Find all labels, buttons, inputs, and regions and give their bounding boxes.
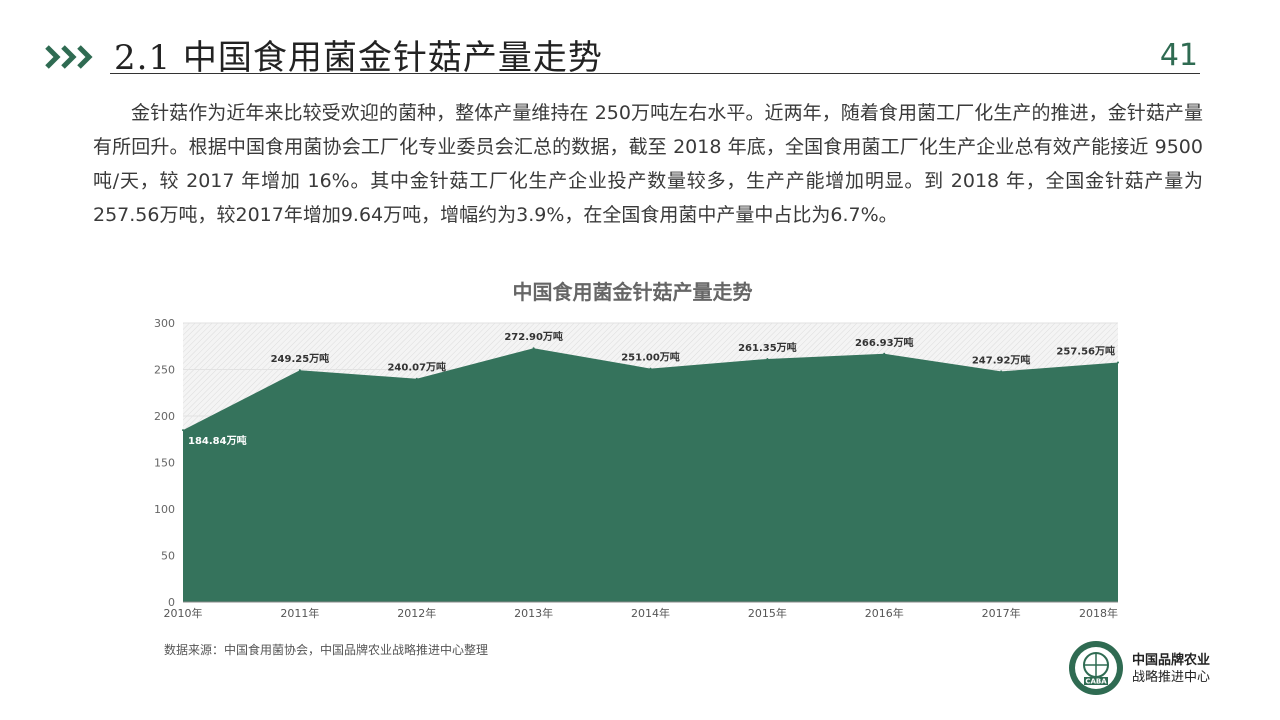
data-label: 257.56万吨 [1056,344,1115,357]
x-tick-label: 2017年 [982,606,1021,620]
page-title: 2.1 中国食用菌金针菇产量走势 [114,38,603,78]
y-tick-label: 0 [168,596,175,609]
data-label: 240.07万吨 [387,361,446,374]
data-label: 272.90万吨 [504,330,563,343]
data-label: 249.25万吨 [271,352,330,365]
x-tick-label: 2010年 [164,606,203,620]
data-point [1000,370,1003,373]
data-point [1117,361,1119,364]
y-tick-label: 300 [154,317,175,330]
x-tick-label: 2011年 [280,606,319,620]
logo-text: 中国品牌农业 战略推进中心 [1132,652,1210,686]
logo-line-2: 战略推进中心 [1132,670,1211,685]
y-tick-label: 250 [154,364,175,377]
data-label: 261.35万吨 [738,341,797,354]
data-point [415,377,418,380]
caba-seal-logo: CABA [1069,641,1123,695]
x-tick-label: 2014年 [631,606,670,620]
title-divider [110,73,1200,74]
data-point [883,352,886,355]
series-area [183,348,1118,602]
x-tick-label: 2013年 [514,606,553,620]
data-label: 266.93万吨 [855,336,914,349]
svg-text:CABA: CABA [1085,678,1107,686]
chevrons-icon [45,45,93,69]
y-tick-label: 200 [154,410,175,423]
data-point [182,429,184,432]
logo-line-1: 中国品牌农业 [1132,653,1211,668]
body-paragraph: 金针菇作为近年来比较受欢迎的菌种，整体产量维持在 250万吨左右水平。近两年，随… [93,102,1203,226]
x-tick-label: 2015年 [748,606,787,620]
data-label: 251.00万吨 [621,351,680,364]
y-tick-label: 50 [161,550,175,563]
data-point [766,357,769,360]
x-tick-label: 2018年 [1079,606,1118,620]
chart-title: 中国食用菌金针菇产量走势 [512,280,753,304]
data-point [298,369,301,372]
data-label: 184.84万吨 [188,434,247,447]
data-label: 247.92万吨 [972,353,1031,366]
data-point [649,367,652,370]
data-point [532,347,535,350]
production-area-chart: 184.84万吨 249.25万吨 240.07万吨 272.90万吨 251.00万吨… [154,317,1119,620]
y-tick-label: 100 [154,503,175,516]
y-tick-label: 150 [154,457,175,470]
x-tick-label: 2016年 [865,606,904,620]
data-source-note: 数据来源：中国食用菌协会，中国品牌农业战略推进中心整理 [164,643,489,657]
body-text: 金针菇作为近年来比较受欢迎的菌种，整体产量维持在 250万吨左右水平。近两年，随… [93,96,1203,232]
page-number: 41 [1159,38,1198,73]
x-tick-label: 2012年 [397,606,436,620]
